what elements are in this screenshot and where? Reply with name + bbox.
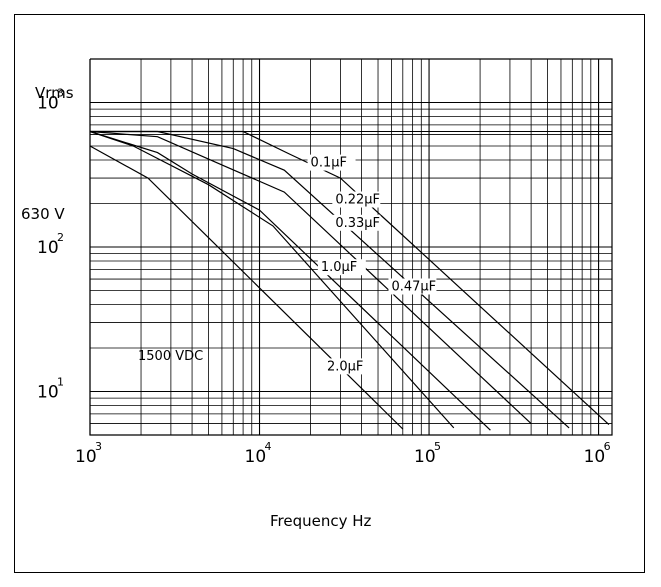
series-label-bg <box>323 358 372 375</box>
series-label-bg <box>388 278 437 295</box>
grid <box>89 58 613 436</box>
series-line <box>89 130 491 431</box>
x-tick-exponent: 6 <box>604 440 611 453</box>
series-label-bg <box>307 154 356 171</box>
y-tick-exponent: 2 <box>57 231 64 244</box>
series-line <box>89 130 455 429</box>
series-label: 1.0μF <box>321 260 357 275</box>
x-tick-label: 10 <box>245 447 267 467</box>
y-tick-exponent: 3 <box>57 86 64 99</box>
x-tick-exponent: 3 <box>95 440 102 453</box>
series-label-bg <box>332 191 381 208</box>
x-tick-exponent: 5 <box>434 440 441 453</box>
x-axis-label: Frequency Hz <box>270 512 372 530</box>
series-label: 0.22μF <box>335 193 380 208</box>
x-tick-exponent: 4 <box>265 440 272 453</box>
series-line <box>89 145 404 430</box>
series-line <box>90 130 570 429</box>
series-line <box>89 130 532 425</box>
y-tick-label: 10 <box>37 93 59 113</box>
annotation-1500vdc: 1500 VDC <box>138 349 203 364</box>
y-axis-label: Vrms <box>35 84 74 102</box>
series-label: 2.0μF <box>327 359 363 374</box>
series-line <box>90 130 610 426</box>
plot-area-border <box>89 58 613 436</box>
special-630-label: 630 V <box>21 205 65 223</box>
chart-frame: 0.1μF 0.22μF 0.33μF 1.0μF 0.47μF 2.0μF 10 3 10 4… <box>14 14 645 573</box>
y-tick-label: 10 <box>37 383 59 403</box>
series-label: 0.47μF <box>391 279 436 294</box>
series-label-bg <box>332 214 381 231</box>
y-tick-exponent: 1 <box>57 376 64 389</box>
series-labels: 0.1μF 0.22μF 0.33μF 1.0μF 0.47μF 2.0μF <box>307 154 437 375</box>
series-label: 0.1μF <box>311 156 347 171</box>
series-label-bg <box>317 259 366 276</box>
y-tick-label: 10 <box>37 238 59 258</box>
series-curves <box>89 130 610 431</box>
x-tick-label: 10 <box>584 447 606 467</box>
series-label: 0.33μF <box>335 216 380 231</box>
x-tick-label: 10 <box>414 447 436 467</box>
x-tick-label: 10 <box>75 447 97 467</box>
